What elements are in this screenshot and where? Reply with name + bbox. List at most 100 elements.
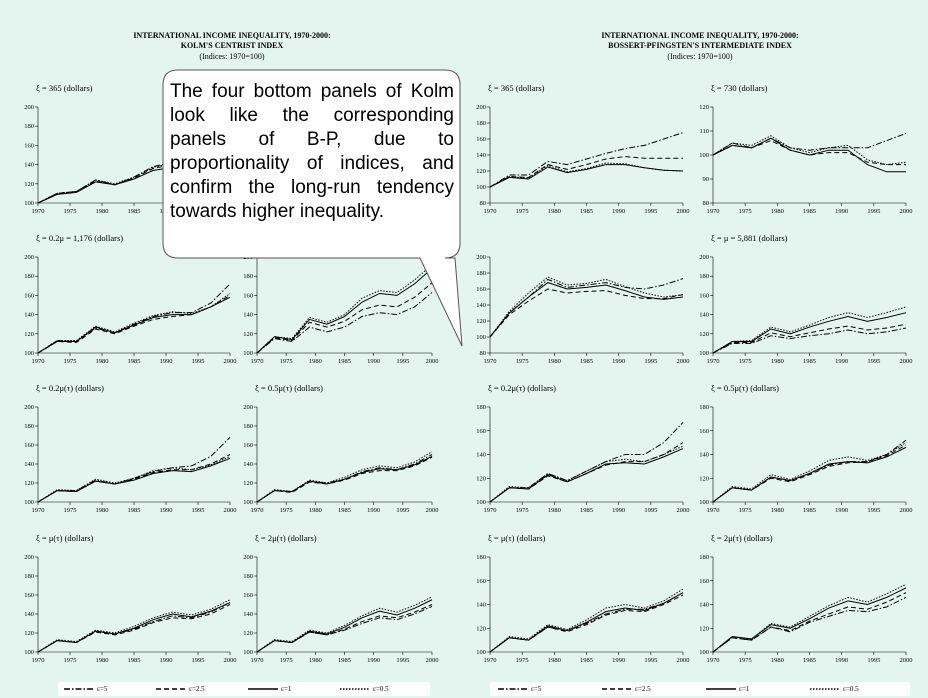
- panel: ξ = μ(τ) (dollars) 100 120 140 160 180 200 1970…: [24, 533, 236, 664]
- series-line: [256, 268, 433, 354]
- y-tick-label: 160: [24, 442, 34, 449]
- x-tick-label: 1975: [280, 657, 293, 664]
- panel: ξ = 0.2μ(τ) (dollars) 100 120 140 160 180 1970…: [476, 383, 689, 514]
- x-tick-label: 1985: [128, 507, 141, 514]
- y-tick-label: 100: [243, 649, 253, 656]
- y-tick-label: 120: [699, 475, 709, 482]
- y-tick-label: 160: [24, 142, 34, 149]
- x-tick-label: 2000: [677, 208, 690, 215]
- series-line: [37, 457, 231, 503]
- series-line: [256, 454, 433, 503]
- series-line: [489, 288, 684, 338]
- series-line: [37, 144, 231, 204]
- header-subtitle: BOSSERT-PFINGSTEN'S INTERMEDIATE INDEX: [608, 41, 792, 50]
- x-tick-label: 1985: [128, 657, 141, 664]
- y-tick-label: 120: [24, 181, 34, 188]
- x-tick-label: 2000: [900, 507, 913, 514]
- y-tick-label: 180: [243, 573, 253, 580]
- x-tick-label: 1980: [548, 657, 561, 664]
- x-tick-label: 1980: [771, 657, 784, 664]
- y-tick-label: 200: [24, 254, 34, 261]
- x-tick-label: 1975: [64, 507, 77, 514]
- x-tick-label: 1980: [771, 358, 784, 365]
- x-tick-label: 1975: [64, 358, 77, 365]
- x-tick-label: 1995: [644, 208, 657, 215]
- x-tick-label: 1975: [739, 657, 752, 664]
- legend-label: ε=5: [531, 685, 542, 693]
- y-tick-label: 140: [243, 611, 253, 618]
- x-tick-label: 1995: [192, 657, 205, 664]
- x-tick-label: 1970: [32, 507, 45, 514]
- y-tick-label: 140: [699, 452, 709, 459]
- y-tick-label: 160: [476, 428, 486, 435]
- panel-title: ξ = μ(τ) (dollars): [488, 533, 546, 543]
- series-line: [489, 422, 684, 503]
- x-tick-label: 2000: [224, 358, 237, 365]
- series-line: [256, 451, 433, 503]
- series-line: [712, 327, 907, 354]
- series-line: [37, 283, 231, 354]
- panel: ξ = 0.5μ(τ) (dollars) 100 120 140 160 180 200 1…: [243, 383, 438, 514]
- x-tick-label: 1990: [367, 657, 380, 664]
- series-line: [712, 446, 907, 503]
- x-tick-label: 1980: [309, 657, 322, 664]
- header-subtitle: KOLM'S CENTRIST INDEX: [181, 41, 284, 50]
- series-line: [37, 437, 231, 503]
- y-tick-label: 100: [699, 649, 709, 656]
- x-tick-label: 1985: [803, 507, 816, 514]
- x-tick-label: 1980: [96, 208, 109, 215]
- x-tick-label: 1995: [867, 208, 880, 215]
- panel: ξ = μ(τ) (dollars) 100 120 140 160 180 1970 197…: [476, 533, 689, 664]
- y-tick-label: 180: [243, 273, 253, 280]
- y-tick-label: 140: [699, 602, 709, 609]
- series-line: [712, 323, 907, 354]
- panel-title: ξ = 730 (dollars): [711, 83, 768, 93]
- y-tick-label: 120: [243, 480, 253, 487]
- x-tick-label: 1970: [707, 657, 720, 664]
- y-tick-label: 180: [476, 120, 486, 127]
- panel-title: ξ = 0.2μ = 1,176 (dollars): [36, 233, 123, 243]
- y-tick-label: 120: [243, 630, 253, 637]
- x-tick-label: 2000: [677, 657, 690, 664]
- y-tick-label: 100: [24, 200, 34, 207]
- y-tick-label: 120: [24, 331, 34, 338]
- x-tick-label: 1985: [338, 507, 351, 514]
- x-tick-label: 1970: [32, 657, 45, 664]
- x-tick-label: 1990: [367, 358, 380, 365]
- y-tick-label: 100: [476, 499, 486, 506]
- y-tick-label: 200: [24, 554, 34, 561]
- y-tick-label: 140: [243, 461, 253, 468]
- series-line: [489, 592, 684, 653]
- y-tick-label: 160: [243, 292, 253, 299]
- y-tick-label: 140: [476, 452, 486, 459]
- series-line: [256, 596, 433, 653]
- y-tick-label: 180: [476, 270, 486, 277]
- x-tick-label: 1990: [612, 358, 625, 365]
- panel-title: ξ = μ = 5,881 (dollars): [711, 233, 788, 243]
- y-tick-label: 180: [699, 404, 709, 411]
- header-note: (Indices: 1970=100): [199, 52, 265, 61]
- series-line: [712, 306, 907, 354]
- x-tick-label: 1975: [516, 358, 529, 365]
- x-tick-label: 1980: [96, 358, 109, 365]
- y-tick-label: 160: [476, 578, 486, 585]
- series-line: [489, 282, 684, 338]
- y-tick-label: 120: [24, 480, 34, 487]
- x-tick-label: 1975: [280, 507, 293, 514]
- y-tick-label: 100: [476, 334, 486, 341]
- y-tick-label: 140: [699, 312, 709, 319]
- y-tick-label: 120: [476, 475, 486, 482]
- x-tick-label: 2000: [677, 358, 690, 365]
- y-tick-label: 180: [243, 423, 253, 430]
- y-tick-label: 120: [24, 630, 34, 637]
- x-tick-label: 2000: [900, 358, 913, 365]
- y-tick-label: 180: [699, 273, 709, 280]
- y-tick-label: 100: [699, 350, 709, 357]
- series-line: [712, 442, 907, 503]
- y-tick-label: 100: [24, 499, 34, 506]
- y-tick-label: 110: [699, 128, 709, 135]
- x-tick-label: 1985: [580, 208, 593, 215]
- x-tick-label: 1980: [309, 358, 322, 365]
- y-tick-label: 100: [24, 649, 34, 656]
